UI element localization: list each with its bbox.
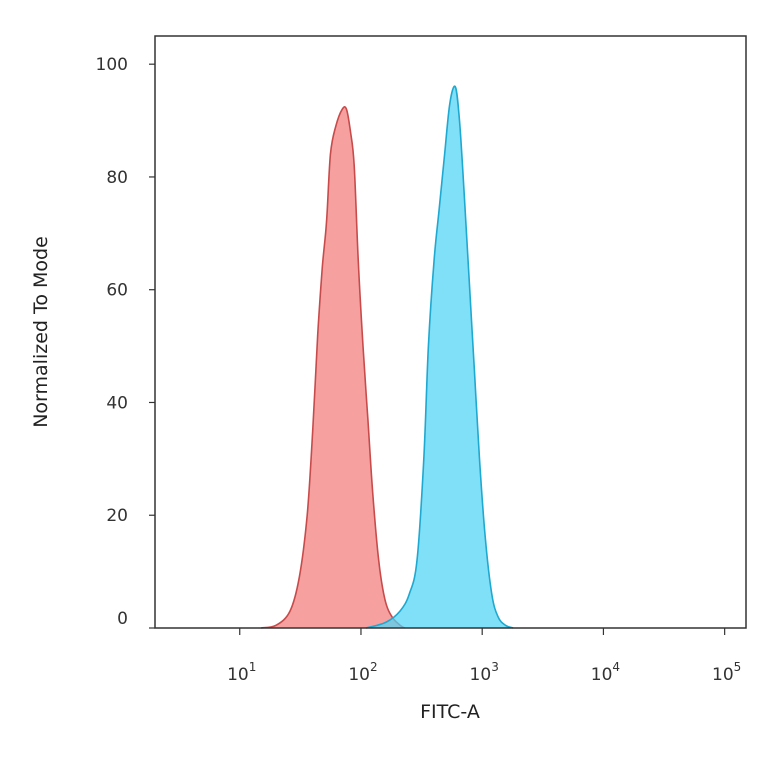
y-tick-label-3: 40 <box>106 393 128 413</box>
y-tick-label-6: 100 <box>96 55 128 75</box>
y-tick-label-2: 20 <box>106 506 128 526</box>
x-tick-label-1: 101 <box>227 660 256 685</box>
series-2-area <box>366 86 514 628</box>
x-axis-title: FITC-A <box>420 701 480 723</box>
x-tick-label-2: 102 <box>348 660 377 685</box>
x-axis-ticks: 101 102 103 104 105 <box>227 628 741 685</box>
y-axis-ticks: 0 20 40 60 80 100 <box>96 55 155 629</box>
series-2-outline <box>365 85 514 629</box>
y-axis-title: Normalized To Mode <box>30 236 52 428</box>
y-tick-label-4: 60 <box>106 281 128 301</box>
plot-frame <box>154 35 747 629</box>
series-layer <box>260 85 514 629</box>
x-tick-label-4: 104 <box>591 660 620 685</box>
y-tick-label-1: 0 <box>117 609 128 629</box>
x-tick-label-5: 105 <box>712 660 741 685</box>
series-1-area <box>261 106 405 628</box>
series-1-outline <box>260 106 406 629</box>
x-tick-label-3: 103 <box>470 660 499 685</box>
y-tick-label-5: 80 <box>106 168 128 188</box>
